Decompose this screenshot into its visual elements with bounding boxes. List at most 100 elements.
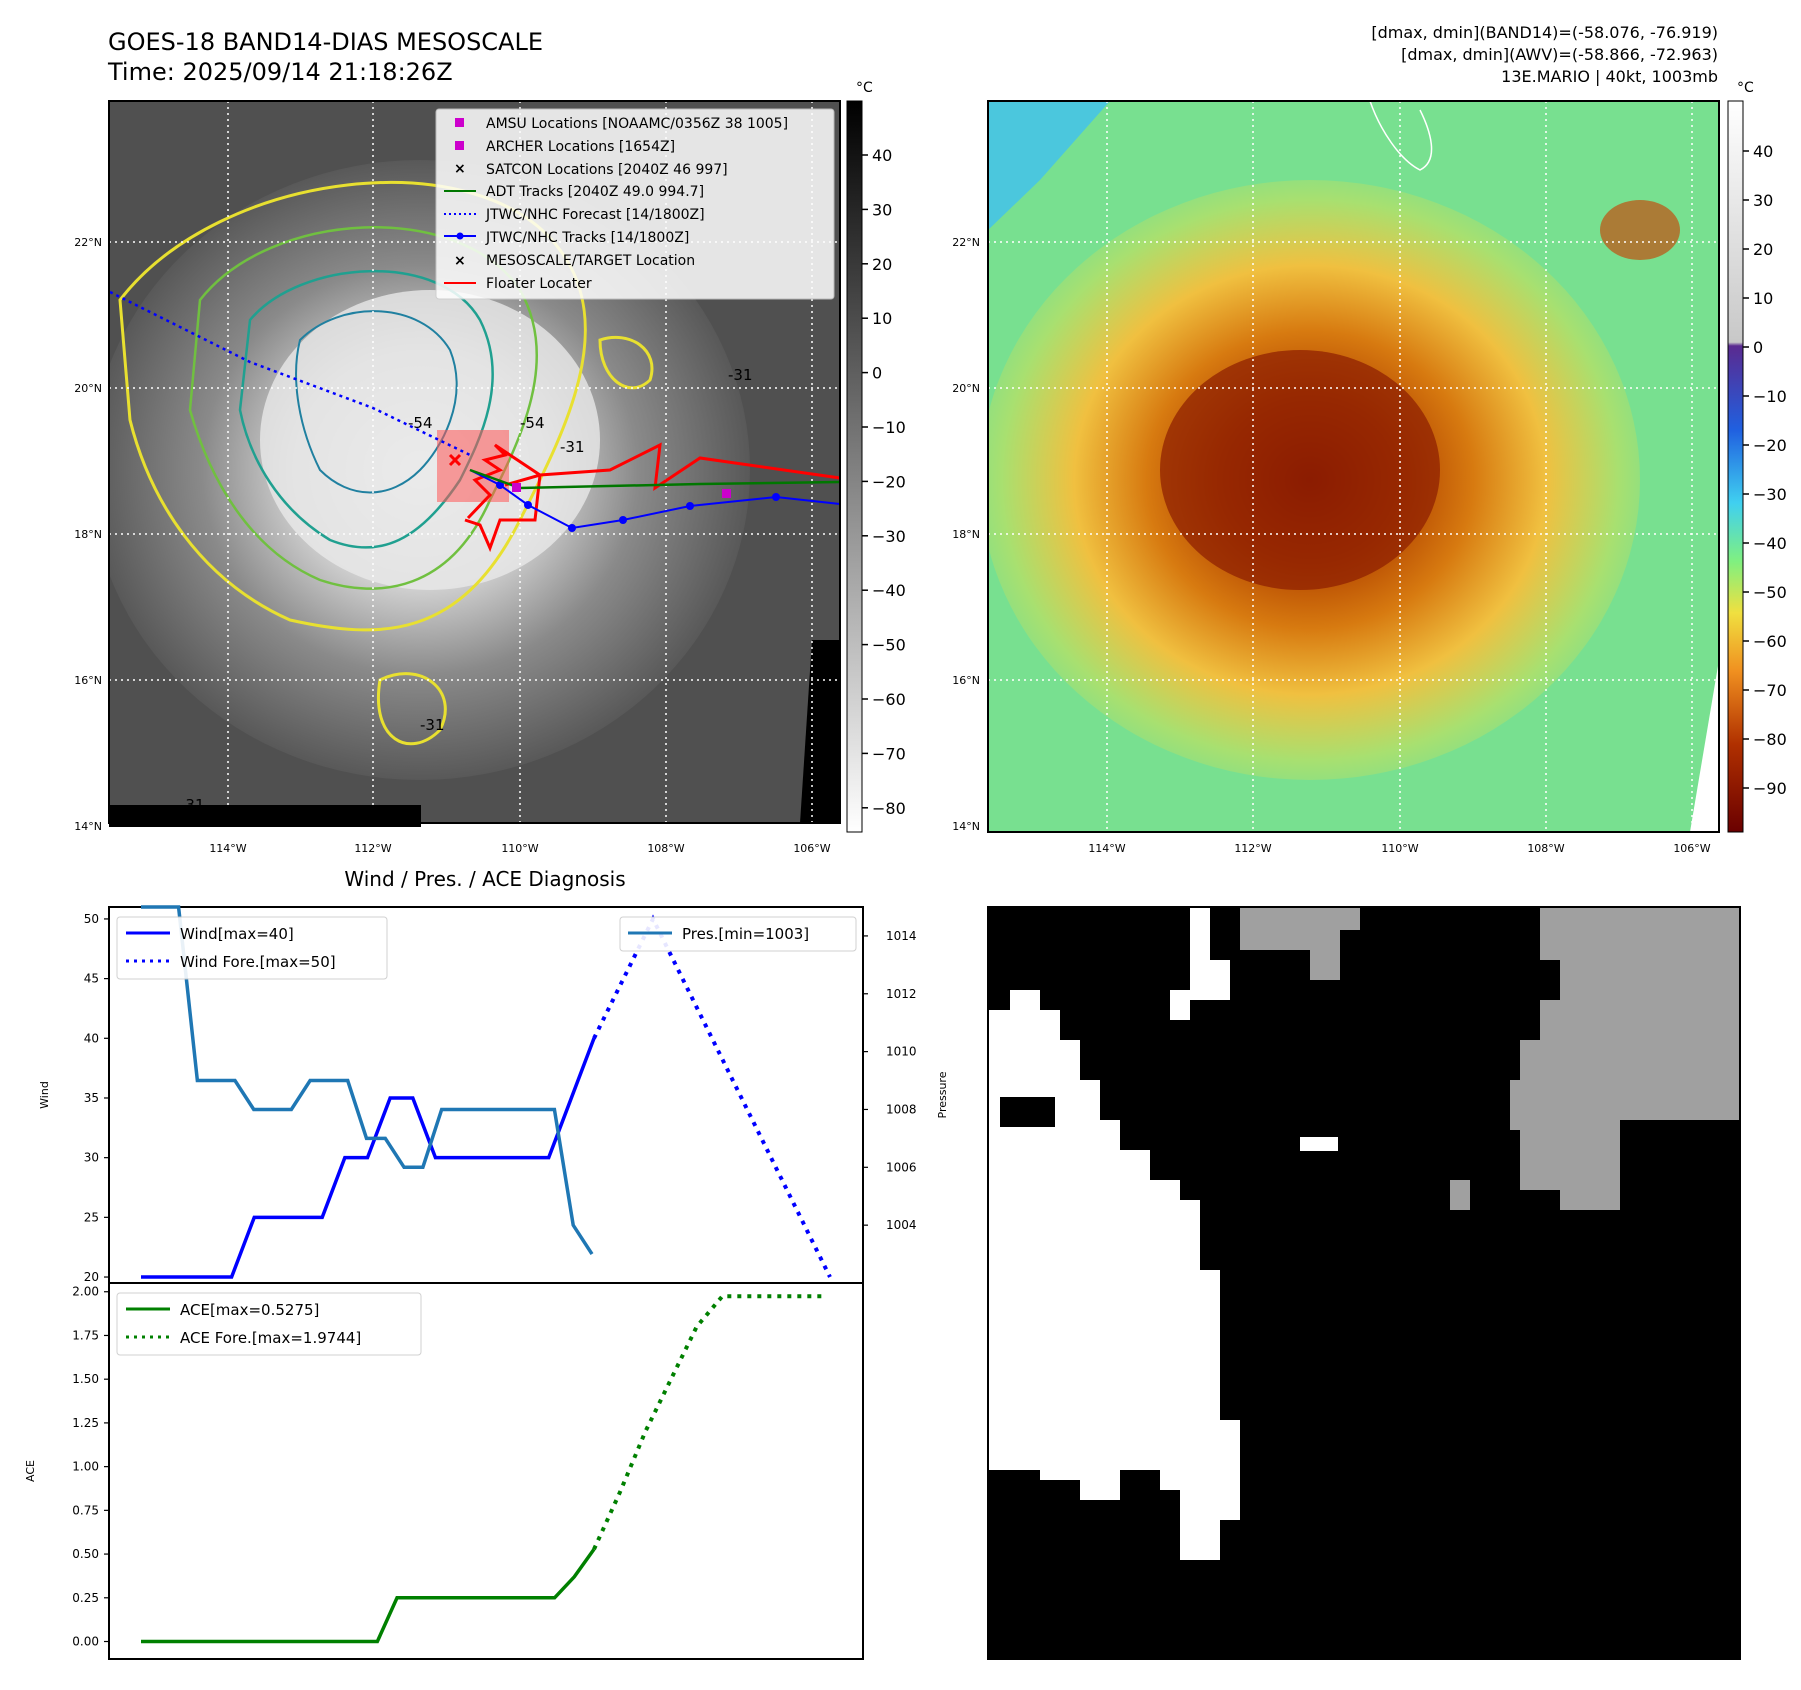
awv-lat-label-14: 14°N xyxy=(952,820,980,833)
contour-label-5: -54 xyxy=(520,414,545,432)
wind-legend-box xyxy=(116,916,388,980)
wind-pressure-panel: Wind Pressure 50 45 40 35 30 25 20 1014 1012 101… xyxy=(38,905,949,1284)
wind-axis-tick-label: 30 xyxy=(84,1151,99,1165)
diagnosis-title: Wind / Pres. / ACE Diagnosis xyxy=(344,867,625,891)
legend-floater: Floater Locater xyxy=(486,276,592,292)
legend-forecast: JTWC/NHC Forecast [14/1800Z] xyxy=(485,207,705,223)
colorbar-left-bar xyxy=(846,100,863,833)
wmg-white-region-north xyxy=(1170,907,1230,1020)
contour-yellow-outer xyxy=(118,181,587,632)
colorbar-left-tick-label: −50 xyxy=(872,636,906,655)
colorbar-right-tick-label: −20 xyxy=(1753,436,1787,455)
contour-yellow-east xyxy=(598,335,654,390)
pressure-axis-tick-label: 1004 xyxy=(886,1218,917,1232)
awv-lon-label-112: 112°W xyxy=(1234,842,1271,855)
copyright-bg xyxy=(109,805,421,827)
ace-fore-legend-label: ACE Fore.[max=1.9744] xyxy=(180,1329,361,1347)
pressure-axis-tick-label: 1008 xyxy=(886,1102,917,1116)
wind-axis-tick-label: 25 xyxy=(84,1210,99,1224)
colorbar-right-tick-label: 10 xyxy=(1753,289,1773,308)
wind-fore-legend-label: Wind Fore.[max=50] xyxy=(180,953,336,971)
map-legend-box xyxy=(435,108,835,300)
wmg-gray-region-north xyxy=(1240,907,1360,980)
pressure-axis-tick-label: 1014 xyxy=(886,929,917,943)
awv-stats: [dmax, dmin](AWV)=(-58.866, -72.963) xyxy=(1401,45,1718,64)
colorbar-left-tick-label: −80 xyxy=(872,799,906,818)
awv-lon-label-108: 108°W xyxy=(1527,842,1564,855)
awv-map-frame xyxy=(987,100,1720,833)
legend-tracks-dot xyxy=(456,232,464,240)
wind-axis-tick-label: 35 xyxy=(84,1091,99,1105)
colorbar-left-tick-label: 40 xyxy=(872,146,892,165)
wind-forecast-line xyxy=(592,914,832,1278)
pressure-axis-tick-label: 1012 xyxy=(886,987,917,1001)
awv-lon-label-106: 106°W xyxy=(1673,842,1710,855)
ir-map-panel: -31 -31 -31 -54 -54 -31 AMSU Locations [… xyxy=(74,100,841,855)
storm-info: 13E.MARIO | 40kt, 1003mb xyxy=(1501,67,1718,86)
contour-yellow-south xyxy=(377,672,447,746)
band14-stats: [dmax, dmin](BAND14)=(-58.076, -76.919) xyxy=(1371,23,1718,42)
awv-lat-label-22: 22°N xyxy=(952,236,980,249)
ace-axis-tick-label: 2.00 xyxy=(72,1285,99,1299)
awv-patch-ne xyxy=(1600,200,1680,260)
wind-series-line xyxy=(141,1037,596,1279)
pressure-axis-tick-label: 1006 xyxy=(886,1160,917,1174)
ace-series-line xyxy=(141,1548,596,1644)
colorbar-right-tick-label: 40 xyxy=(1753,142,1773,161)
wmg-black-hole xyxy=(1000,1097,1055,1127)
lon-label-114: 114°W xyxy=(209,842,246,855)
colorbar-right-tick-label: −60 xyxy=(1753,632,1787,651)
wmg-white-region xyxy=(988,990,1240,1560)
colorbar-left-tick-label: 20 xyxy=(872,255,892,274)
legend-target-symbol: × xyxy=(454,253,466,269)
ace-axis-tick-label: 0.50 xyxy=(72,1547,99,1561)
awv-lat-label-16: 16°N xyxy=(952,674,980,687)
lon-label-106: 106°W xyxy=(793,842,830,855)
adt-track xyxy=(469,468,841,490)
target-box xyxy=(437,430,509,502)
contour-label-6: -31 xyxy=(560,438,585,456)
ir-no-data-edge xyxy=(800,640,840,823)
awv-no-data-edge xyxy=(1690,660,1719,832)
coastline xyxy=(1369,100,1433,171)
forecast-track xyxy=(109,290,471,457)
figure-title: GOES-18 BAND14-DIAS MESOSCALE xyxy=(108,28,543,56)
colorbar-right-tick-label: −90 xyxy=(1753,779,1787,798)
awv-lon-label-110: 110°W xyxy=(1381,842,1418,855)
ace-axis-tick-label: 1.00 xyxy=(72,1460,99,1474)
wmg-white-patch xyxy=(1300,1137,1338,1151)
colorbar-right-tick-label: −30 xyxy=(1753,485,1787,504)
awv-lat-label-20: 20°N xyxy=(952,382,980,395)
colorbar-right-tick-label: −50 xyxy=(1753,583,1787,602)
colorbar-left: °C 40 30 20 10 0 −10 −20 −30 −40 −50 −60 −70 −80 xyxy=(846,80,906,833)
floater-locator xyxy=(464,443,542,553)
ir-cold-core xyxy=(260,290,600,590)
colorbar-left-tick-label: 10 xyxy=(872,309,892,328)
colorbar-right-tick-label: 20 xyxy=(1753,240,1773,259)
colorbar-right: °C 40 30 20 10 0 −10 −20 −30 −40 −50 −60 −70 −80 −90 xyxy=(1727,80,1787,833)
ace-panel: ACE 2.00 1.75 1.50 1.25 1.00 0.75 0.50 0.25 0.00… xyxy=(24,1282,864,1660)
contour-blue-inner xyxy=(295,310,458,494)
wmg-panel: WMG Count: 0 xyxy=(987,906,1741,1660)
floater-locator-2 xyxy=(504,442,841,492)
lon-label-110: 110°W xyxy=(501,842,538,855)
copyright-text: Copyright © 2020-2025 Dapiya xyxy=(113,807,392,826)
wmg-frame xyxy=(987,906,1741,1660)
awv-lat-label-18: 18°N xyxy=(952,528,980,541)
figure-time: Time: 2025/09/14 21:18:26Z xyxy=(107,58,453,86)
colorbar-left-tick-label: −60 xyxy=(872,690,906,709)
colorbar-right-tick-label: −40 xyxy=(1753,534,1787,553)
pressure-ylabel: Pressure xyxy=(936,1071,949,1118)
pressure-series-line xyxy=(141,905,594,1256)
pres-legend-label: Pres.[min=1003] xyxy=(682,925,809,943)
wind-ylabel: Wind xyxy=(38,1081,51,1109)
contour-label-1: -31 xyxy=(728,366,753,384)
colorbar-right-tick-label: 0 xyxy=(1753,338,1763,357)
ace-legend-label: ACE[max=0.5275] xyxy=(180,1301,319,1319)
ace-axis-tick-label: 1.25 xyxy=(72,1416,99,1430)
wmg-count: WMG Count: 0 xyxy=(1005,923,1158,945)
lon-label-108: 108°W xyxy=(647,842,684,855)
awv-map-panel: 22°N 20°N 18°N 16°N 14°N 114°W 112°W 110… xyxy=(952,100,1720,855)
colorbar-right-unit: °C xyxy=(1737,80,1754,96)
